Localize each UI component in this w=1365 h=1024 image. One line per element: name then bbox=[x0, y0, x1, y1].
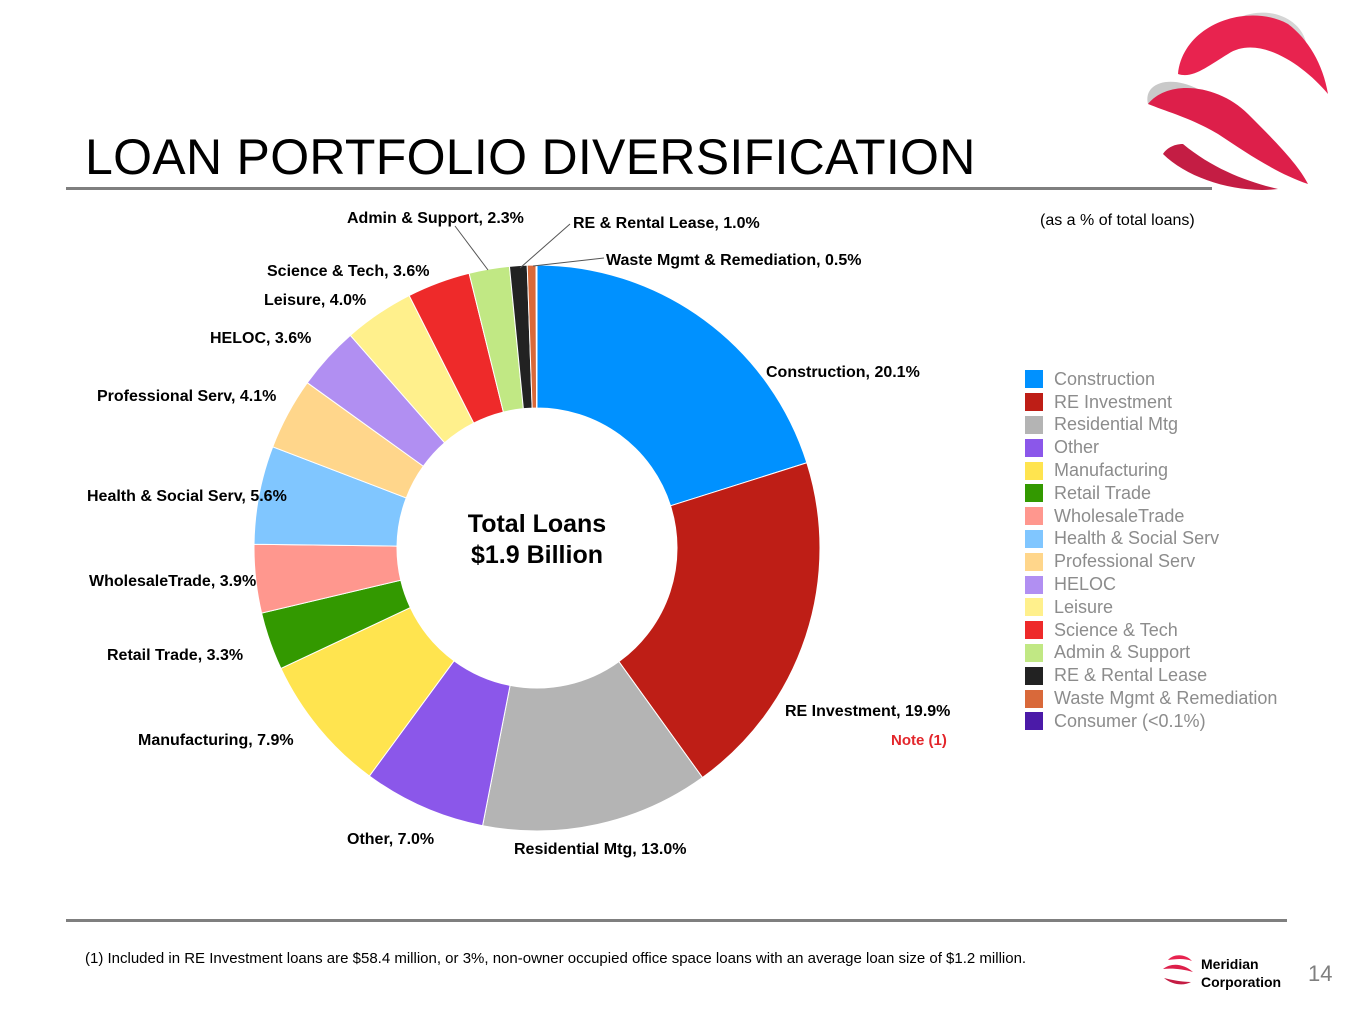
brand-line1: Meridian bbox=[1201, 956, 1259, 972]
leader-line-admin-support bbox=[454, 225, 489, 271]
legend-swatch bbox=[1025, 643, 1043, 662]
slice-labels: Construction, 20.1% RE Investment, 19.9% R… bbox=[87, 210, 950, 858]
legend-label: Science & Tech bbox=[1054, 619, 1178, 640]
legend-label: RE & Rental Lease bbox=[1054, 665, 1208, 686]
legend-swatch bbox=[1025, 370, 1043, 389]
legend-label: Residential Mtg bbox=[1054, 414, 1179, 435]
label-waste-mgmt-remediation: Waste Mgmt & Remediation, 0.5% bbox=[606, 252, 861, 269]
label-health-social-serv: Health & Social Serv, 5.6% bbox=[87, 488, 287, 505]
leader-line-waste-mgmt-remediation bbox=[532, 257, 605, 267]
brand-line2: Corporation bbox=[1201, 974, 1282, 990]
legend-item: HELOC bbox=[1025, 573, 1277, 596]
legend-item: Construction bbox=[1025, 368, 1277, 391]
legend-label: Leisure bbox=[1054, 596, 1114, 617]
slice-consumer-0-1 bbox=[535, 264, 538, 409]
legend-swatch bbox=[1025, 621, 1043, 640]
chart-legend: Construction RE Investment Residential Mtg… bbox=[1025, 368, 1277, 733]
slice-construction bbox=[536, 264, 808, 507]
legend-swatch bbox=[1025, 666, 1043, 685]
loan-donut-chart: Construction, 20.1% RE Investment, 19.9% R… bbox=[87, 210, 950, 858]
logo-ribbon-top bbox=[1178, 15, 1328, 95]
legend-swatch bbox=[1025, 393, 1043, 412]
legend-label: Construction bbox=[1054, 368, 1156, 389]
label-re-investment: RE Investment, 19.9% bbox=[785, 703, 950, 720]
donut-slices bbox=[253, 264, 821, 832]
legend-swatch bbox=[1025, 415, 1043, 434]
leader-line-re-rental-lease bbox=[519, 223, 571, 269]
legend-item: Admin & Support bbox=[1025, 642, 1277, 665]
label-leisure: Leisure, 4.0% bbox=[264, 292, 366, 309]
meridian-small-logo-icon bbox=[1163, 955, 1193, 985]
label-heloc: HELOC, 3.6% bbox=[210, 330, 311, 347]
brand-name: Meridian Corporation bbox=[1201, 955, 1281, 991]
legend-label: Health & Social Serv bbox=[1054, 528, 1220, 549]
legend-swatch bbox=[1025, 484, 1043, 503]
footnote: (1) Included in RE Investment loans are … bbox=[85, 950, 1027, 967]
legend-item: RE Investment bbox=[1025, 391, 1277, 414]
label-admin-support: Admin & Support, 2.3% bbox=[347, 210, 524, 227]
legend-item: Retail Trade bbox=[1025, 482, 1277, 505]
page-title: LOAN PORTFOLIO DIVERSIFICATION bbox=[85, 129, 976, 185]
legend-swatch bbox=[1025, 529, 1043, 548]
legend-swatch bbox=[1025, 507, 1043, 526]
legend-swatch bbox=[1025, 598, 1043, 617]
label-other: Other, 7.0% bbox=[347, 831, 434, 848]
legend-label: WholesaleTrade bbox=[1054, 505, 1185, 526]
legend-label: Professional Serv bbox=[1054, 551, 1196, 572]
note-reference: Note (1) bbox=[891, 732, 947, 749]
legend-swatch bbox=[1025, 575, 1043, 594]
legend-item: Health & Social Serv bbox=[1025, 528, 1277, 551]
legend-label: Consumer (<0.1%) bbox=[1054, 710, 1206, 731]
slice-re-investment bbox=[618, 462, 821, 779]
legend-label: Other bbox=[1054, 437, 1100, 458]
label-science-tech: Science & Tech, 3.6% bbox=[267, 263, 429, 280]
legend-item: Science & Tech bbox=[1025, 619, 1277, 642]
legend-item: Leisure bbox=[1025, 596, 1277, 619]
legend-item: Manufacturing bbox=[1025, 459, 1277, 482]
legend-item: Consumer (<0.1%) bbox=[1025, 710, 1277, 733]
center-label-line2: $1.9 Billion bbox=[471, 541, 603, 569]
label-retail-trade: Retail Trade, 3.3% bbox=[107, 647, 243, 664]
legend-item: RE & Rental Lease bbox=[1025, 664, 1277, 687]
legend-item: WholesaleTrade bbox=[1025, 505, 1277, 528]
page-number: 14 bbox=[1308, 961, 1333, 986]
meridian-logo-graphic bbox=[1147, 12, 1328, 190]
legend-swatch bbox=[1025, 712, 1043, 731]
legend-item: Residential Mtg bbox=[1025, 414, 1277, 437]
label-construction: Construction, 20.1% bbox=[766, 364, 920, 381]
legend-label: Admin & Support bbox=[1054, 642, 1191, 663]
title-divider bbox=[66, 187, 1212, 190]
footer-divider bbox=[66, 919, 1287, 922]
label-re-rental-lease: RE & Rental Lease, 1.0% bbox=[573, 215, 760, 232]
legend-label: RE Investment bbox=[1054, 391, 1173, 412]
label-wholesaletrade: WholesaleTrade, 3.9% bbox=[89, 573, 256, 590]
legend-swatch bbox=[1025, 552, 1043, 571]
logo-ribbon-middle bbox=[1148, 87, 1308, 184]
legend-swatch bbox=[1025, 689, 1043, 708]
logo-ribbon-bottom bbox=[1163, 144, 1278, 190]
legend-swatch bbox=[1025, 438, 1043, 457]
legend-item: Professional Serv bbox=[1025, 550, 1277, 573]
legend-label: Retail Trade bbox=[1054, 482, 1152, 503]
legend-label: HELOC bbox=[1054, 574, 1117, 595]
label-manufacturing: Manufacturing, 7.9% bbox=[138, 732, 294, 749]
legend-item: Other bbox=[1025, 436, 1277, 459]
label-residential-mtg: Residential Mtg, 13.0% bbox=[514, 841, 687, 858]
legend-label: Manufacturing bbox=[1054, 460, 1169, 481]
center-label-line1: Total Loans bbox=[468, 510, 606, 538]
legend-label: Waste Mgmt & Remediation bbox=[1054, 688, 1278, 709]
chart-subtitle: (as a % of total loans) bbox=[1040, 212, 1195, 229]
legend-item: Waste Mgmt & Remediation bbox=[1025, 687, 1277, 710]
label-professional-serv: Professional Serv, 4.1% bbox=[97, 388, 276, 405]
label-leader-lines bbox=[454, 223, 605, 271]
slice-residential-mtg bbox=[481, 660, 704, 832]
legend-swatch bbox=[1025, 461, 1043, 480]
